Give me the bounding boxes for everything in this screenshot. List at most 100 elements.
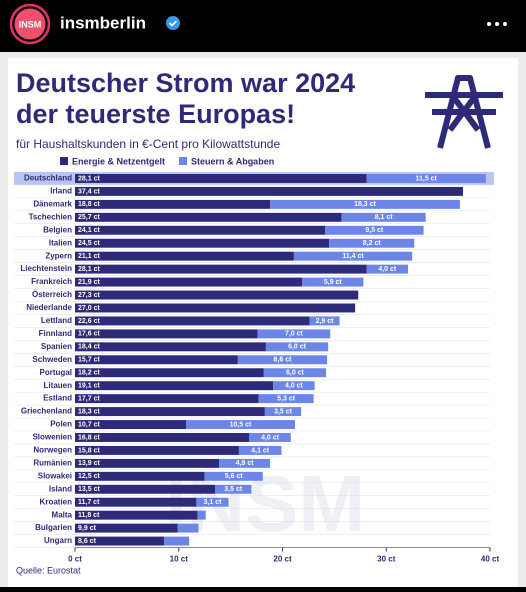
value-label: 27,0 ct <box>78 305 100 312</box>
value-label: 22,6 ct <box>78 318 100 325</box>
avatar[interactable] <box>14 8 46 40</box>
category-label: Frankreich <box>31 277 72 286</box>
category-label: Liechtenstein <box>20 264 72 273</box>
bar-segment <box>75 510 198 520</box>
category-label: Rumänien <box>33 458 72 467</box>
bar-segment <box>270 199 460 209</box>
bar-segment <box>75 497 197 507</box>
source: Quelle: Eurostat <box>16 565 81 575</box>
bar-segment <box>219 458 271 468</box>
value-label: 5,3 ct <box>277 395 296 402</box>
bar-segment <box>75 199 271 209</box>
bar-segment <box>164 536 190 546</box>
bar-segment <box>75 264 367 274</box>
x-tick-label: 40 ct <box>481 555 500 564</box>
category-label: Spanien <box>41 342 72 351</box>
value-label: 4,0 ct <box>378 266 397 273</box>
category-label: Ungarn <box>44 536 72 545</box>
value-label: 18,4 ct <box>78 344 100 351</box>
legend-swatch <box>179 157 188 165</box>
story-ring <box>9 3 51 45</box>
more-button[interactable] <box>487 22 507 26</box>
category-label: Bulgarien <box>35 523 72 532</box>
account-name[interactable]: insmberlin <box>60 13 146 32</box>
category-label: Tschechien <box>29 212 73 221</box>
category-label: Slowenien <box>32 433 72 442</box>
bar-segment <box>273 381 315 391</box>
value-label: 24,1 ct <box>78 227 100 234</box>
value-label: 4,0 ct <box>261 434 280 441</box>
value-label: 19,1 ct <box>78 383 100 390</box>
bar-segment <box>75 471 205 481</box>
category-label: Italien <box>49 238 72 247</box>
category-label: Niederlande <box>26 303 72 312</box>
value-label: 17,6 ct <box>78 331 100 338</box>
legend-label: Energie & Netzentgelt <box>72 156 165 166</box>
value-label: 10,7 ct <box>78 421 100 428</box>
bar-segment <box>75 381 274 391</box>
value-label: 21,9 ct <box>78 279 100 286</box>
bar-segment <box>75 277 303 287</box>
bar-segment <box>257 329 331 339</box>
avatar-text: INSM <box>19 19 42 29</box>
value-label: 25,7 ct <box>78 214 100 221</box>
value-label: 18,8 ct <box>78 201 100 208</box>
category-label: Belgien <box>43 225 72 234</box>
bar-segment <box>75 186 464 196</box>
bar-segment <box>197 510 206 520</box>
category-label: Kroatien <box>40 497 73 506</box>
value-label: 6,0 ct <box>286 370 305 377</box>
bar-segment <box>264 407 302 417</box>
value-label: 28,1 ct <box>78 266 100 273</box>
bar-segment <box>75 212 342 222</box>
category-label: Dänemark <box>33 199 72 208</box>
bar-segment <box>75 329 258 339</box>
category-label: Estland <box>43 394 72 403</box>
bar-segment <box>75 238 330 248</box>
legend-label: Steuern & Abgaben <box>191 156 274 166</box>
value-label: 8,6 ct <box>78 538 97 545</box>
bar-segment <box>177 523 199 533</box>
bar-segment <box>75 420 187 429</box>
value-label: 2,9 ct <box>316 318 335 325</box>
bar-segment <box>75 303 356 313</box>
bar-segment <box>75 174 367 183</box>
bar-segment <box>75 251 294 261</box>
bar-segment <box>325 225 424 235</box>
pylon-icon <box>425 75 503 149</box>
category-label: Finnland <box>39 329 72 338</box>
bar-segment <box>75 225 326 235</box>
x-tick-label: 30 ct <box>377 555 396 564</box>
value-label: 7,0 ct <box>285 331 304 338</box>
bar-segment <box>215 484 252 494</box>
bar-segment <box>258 394 314 404</box>
bar-segment <box>75 407 265 417</box>
value-label: 15,8 ct <box>78 447 100 454</box>
category-label: Slowakei <box>38 471 72 480</box>
value-label: 24,5 ct <box>78 240 100 247</box>
value-label: 8,6 ct <box>274 357 293 364</box>
bar-segment <box>75 536 165 546</box>
value-label: 9,9 ct <box>78 525 97 532</box>
category-label: Portugal <box>40 368 72 377</box>
verified-badge <box>166 16 180 30</box>
value-label: 16,8 ct <box>78 434 100 441</box>
value-label: 28,1 ct <box>78 175 100 182</box>
category-label: Schweden <box>32 355 72 364</box>
bar-segment <box>302 277 364 287</box>
category-label: Litauen <box>44 381 73 390</box>
value-label: 8,2 ct <box>363 240 382 247</box>
value-label: 5,6 ct <box>225 473 244 480</box>
value-label: 11,4 ct <box>342 253 364 260</box>
value-label: 37,4 ct <box>78 188 100 195</box>
value-label: 21,1 ct <box>78 253 100 260</box>
bar-segment <box>309 316 340 326</box>
bar-segment <box>75 445 239 455</box>
category-label: Polen <box>50 420 72 429</box>
bar-segment <box>249 433 291 442</box>
value-label: 3,5 ct <box>274 408 293 415</box>
category-label: Zypern <box>45 251 72 260</box>
value-label: 18,2 ct <box>78 370 100 377</box>
bar-segment <box>75 394 259 404</box>
